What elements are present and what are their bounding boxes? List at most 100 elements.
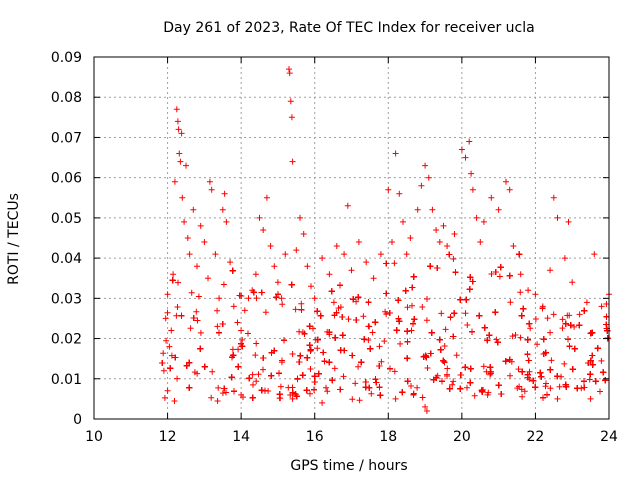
data-point: [521, 388, 528, 395]
data-point: [298, 306, 305, 313]
data-point: [370, 275, 377, 282]
data-point: [159, 360, 166, 366]
data-point: [507, 299, 514, 306]
data-point: [453, 352, 460, 359]
data-point: [268, 372, 275, 379]
data-point: [307, 390, 313, 397]
data-point: [314, 345, 321, 352]
data-point: [409, 284, 416, 291]
data-point: [524, 351, 531, 358]
data-point: [525, 287, 532, 294]
y-tick-label: 0.06: [51, 171, 82, 187]
data-point: [186, 251, 193, 258]
data-point: [391, 260, 398, 267]
data-point: [262, 309, 269, 316]
data-point: [289, 158, 296, 165]
data-point: [289, 389, 296, 396]
data-point: [547, 267, 554, 274]
data-point: [282, 251, 289, 258]
data-point: [462, 154, 469, 161]
data-point: [554, 214, 561, 221]
data-point: [160, 367, 167, 374]
data-point: [186, 384, 193, 391]
data-point: [539, 305, 546, 312]
x-tick-label: 16: [306, 429, 324, 445]
data-point: [369, 329, 376, 336]
data-point: [479, 388, 486, 395]
data-point: [569, 279, 576, 286]
data-point: [194, 263, 200, 270]
data-point: [518, 386, 525, 393]
data-point: [214, 307, 221, 314]
data-point: [537, 369, 544, 376]
data-point: [532, 384, 539, 391]
data-point: [362, 379, 369, 385]
data-point: [524, 336, 531, 343]
data-point: [167, 365, 174, 372]
data-point: [164, 387, 171, 394]
data-point: [162, 315, 169, 322]
data-point: [600, 369, 607, 376]
data-point: [356, 397, 363, 404]
data-point: [229, 346, 236, 353]
data-point: [463, 296, 470, 303]
data-point: [598, 303, 605, 310]
data-point: [296, 359, 303, 365]
data-point: [288, 281, 295, 288]
data-point: [188, 289, 195, 296]
data-point: [330, 299, 337, 306]
data-point: [444, 365, 451, 372]
data-point: [340, 373, 347, 380]
data-point: [166, 343, 173, 350]
data-point: [360, 313, 367, 320]
data-point: [288, 114, 295, 121]
data-point: [442, 326, 449, 333]
data-point: [404, 304, 411, 311]
y-tick-label: 0.09: [51, 50, 82, 66]
data-point: [223, 389, 229, 396]
data-point: [506, 272, 513, 279]
data-point: [603, 301, 610, 307]
data-point: [249, 371, 256, 378]
data-point: [221, 385, 228, 392]
data-point: [255, 371, 262, 378]
data-point: [349, 396, 356, 403]
data-point: [238, 340, 244, 347]
data-point: [358, 359, 365, 366]
data-point: [382, 308, 389, 315]
data-point: [164, 309, 171, 316]
data-point: [444, 373, 450, 379]
data-point: [483, 368, 490, 375]
data-point: [337, 386, 344, 393]
data-point: [170, 271, 177, 278]
data-point: [423, 354, 430, 361]
data-point: [457, 385, 464, 392]
data-point: [547, 385, 554, 392]
data-point: [186, 359, 193, 366]
data-point: [419, 304, 426, 310]
data-point: [422, 162, 429, 169]
data-point: [187, 325, 194, 332]
data-point: [433, 227, 440, 233]
data-point: [206, 178, 213, 185]
data-point: [306, 323, 313, 330]
data-point: [274, 279, 281, 286]
data-point: [326, 359, 333, 366]
data-point: [239, 343, 246, 350]
data-point: [176, 150, 183, 157]
data-point: [365, 337, 372, 343]
data-point: [466, 286, 473, 293]
data-point: [399, 389, 406, 396]
y-tick-label: 0.08: [51, 90, 82, 106]
data-point: [348, 267, 355, 274]
data-point: [419, 394, 426, 401]
data-point: [278, 359, 285, 366]
data-point: [467, 274, 474, 281]
data-point: [550, 194, 557, 201]
data-point: [566, 312, 573, 319]
data-point: [444, 243, 451, 249]
data-point: [219, 390, 226, 397]
data-point: [509, 333, 516, 340]
data-point: [526, 320, 533, 327]
